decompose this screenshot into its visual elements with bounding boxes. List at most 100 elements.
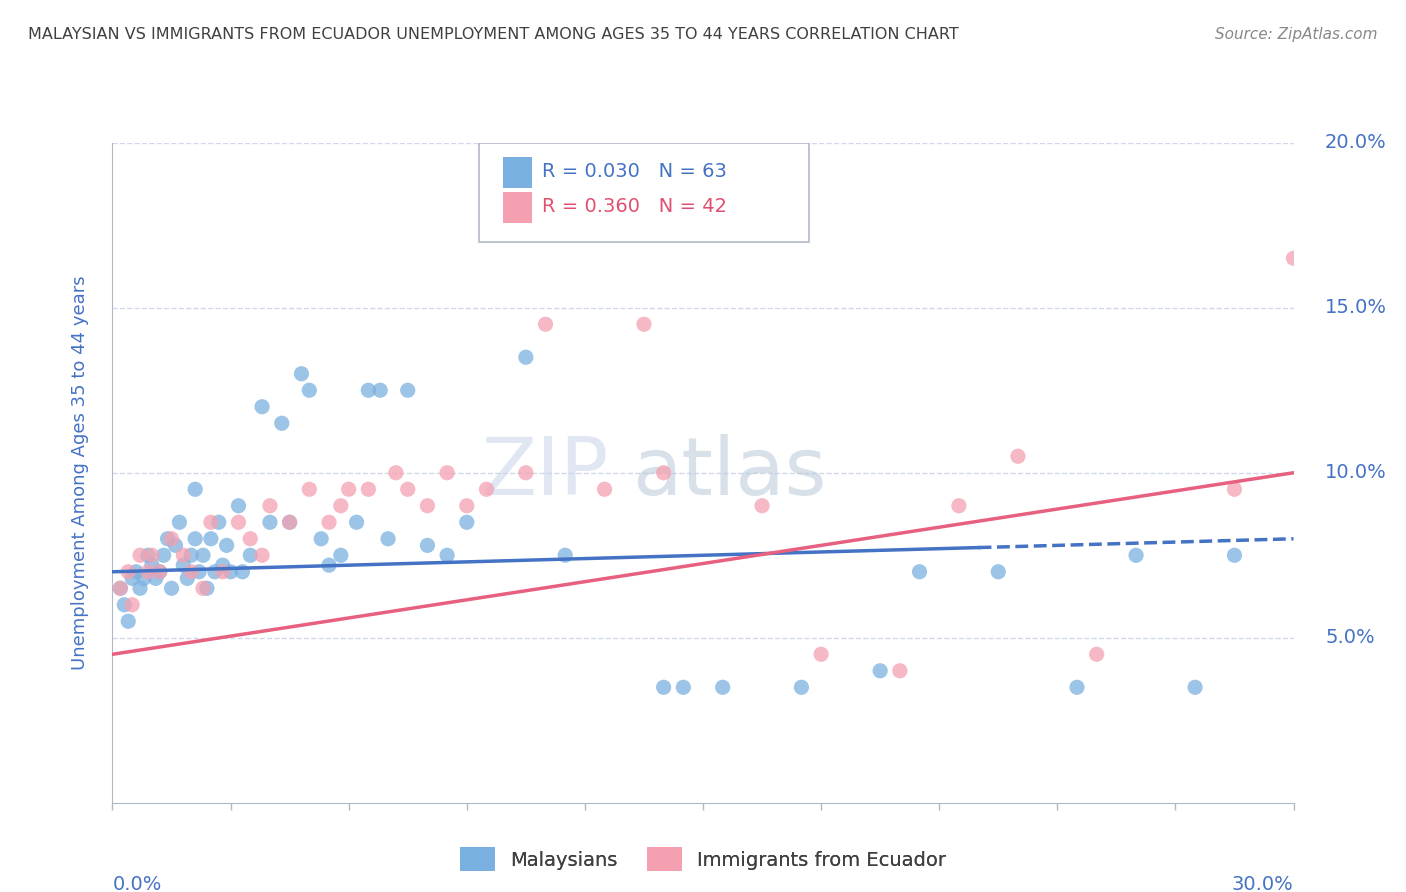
Point [208,516,231,530]
Point [180,565,202,579]
Point [889,664,911,678]
Point [346,516,368,530]
Point [136,565,159,579]
Point [1184,680,1206,694]
Point [948,499,970,513]
Point [184,483,207,497]
Point [195,582,218,596]
Point [141,548,163,563]
Text: atlas: atlas [633,434,827,512]
Point [456,499,478,513]
Point [987,565,1010,579]
Point [278,516,301,530]
Point [231,565,253,579]
Point [416,538,439,552]
Point [1007,450,1029,464]
Point [165,538,187,552]
Point [309,532,332,546]
Point [239,548,262,563]
Point [149,565,172,579]
Point [215,538,238,552]
Point [239,532,262,546]
Point [110,582,132,596]
Point [219,565,242,579]
Point [751,499,773,513]
Point [141,558,163,573]
Point [385,466,408,480]
Point [250,548,273,563]
Point [228,499,250,513]
Point [200,532,222,546]
Point [396,483,419,497]
Point [436,466,458,480]
Point [869,664,891,678]
Point [211,558,233,573]
Point [211,565,233,579]
Point [396,384,419,398]
Point [290,367,312,381]
Point [121,571,143,585]
Point [652,466,675,480]
FancyBboxPatch shape [478,143,810,242]
Point [318,558,340,573]
Point [156,532,179,546]
Point [169,516,191,530]
FancyBboxPatch shape [503,192,531,223]
Point [132,571,155,585]
Text: Source: ZipAtlas.com: Source: ZipAtlas.com [1215,27,1378,42]
Point [1282,252,1305,266]
Point [136,548,159,563]
Point [188,565,211,579]
Point [318,516,340,530]
Text: 15.0%: 15.0% [1324,298,1386,318]
Point [129,582,152,596]
Point [475,483,498,497]
Point [456,516,478,530]
Point [117,614,139,628]
Point [129,548,152,563]
Point [250,400,273,414]
Point [191,548,214,563]
Text: 30.0%: 30.0% [1232,875,1294,892]
Point [357,483,380,497]
Point [172,558,194,573]
Point [298,384,321,398]
Point [810,648,832,662]
Point [554,548,576,563]
Point [180,548,202,563]
Point [1085,648,1108,662]
Point [357,384,380,398]
Point [125,565,148,579]
Point [121,598,143,612]
Text: 5.0%: 5.0% [1324,628,1375,648]
Point [110,582,132,596]
Point [790,680,813,694]
Point [329,548,352,563]
Point [259,499,281,513]
Point [228,516,250,530]
Point [152,548,174,563]
Point [672,680,695,694]
Point [176,571,198,585]
Point [298,483,321,497]
Point [515,350,537,364]
Point [534,317,557,331]
Point [160,582,183,596]
Point [1125,548,1147,563]
Y-axis label: Unemployment Among Ages 35 to 44 years: Unemployment Among Ages 35 to 44 years [70,276,89,670]
Point [259,516,281,530]
Point [149,565,172,579]
Text: R = 0.030   N = 63: R = 0.030 N = 63 [543,162,727,181]
Point [416,499,439,513]
Point [377,532,399,546]
Point [908,565,931,579]
Point [593,483,616,497]
Text: R = 0.360   N = 42: R = 0.360 N = 42 [543,197,727,216]
Point [633,317,655,331]
Point [191,582,214,596]
Point [145,571,167,585]
Point [436,548,458,563]
Point [1066,680,1088,694]
Point [1223,483,1246,497]
Legend: Malaysians, Immigrants from Ecuador: Malaysians, Immigrants from Ecuador [451,839,955,879]
